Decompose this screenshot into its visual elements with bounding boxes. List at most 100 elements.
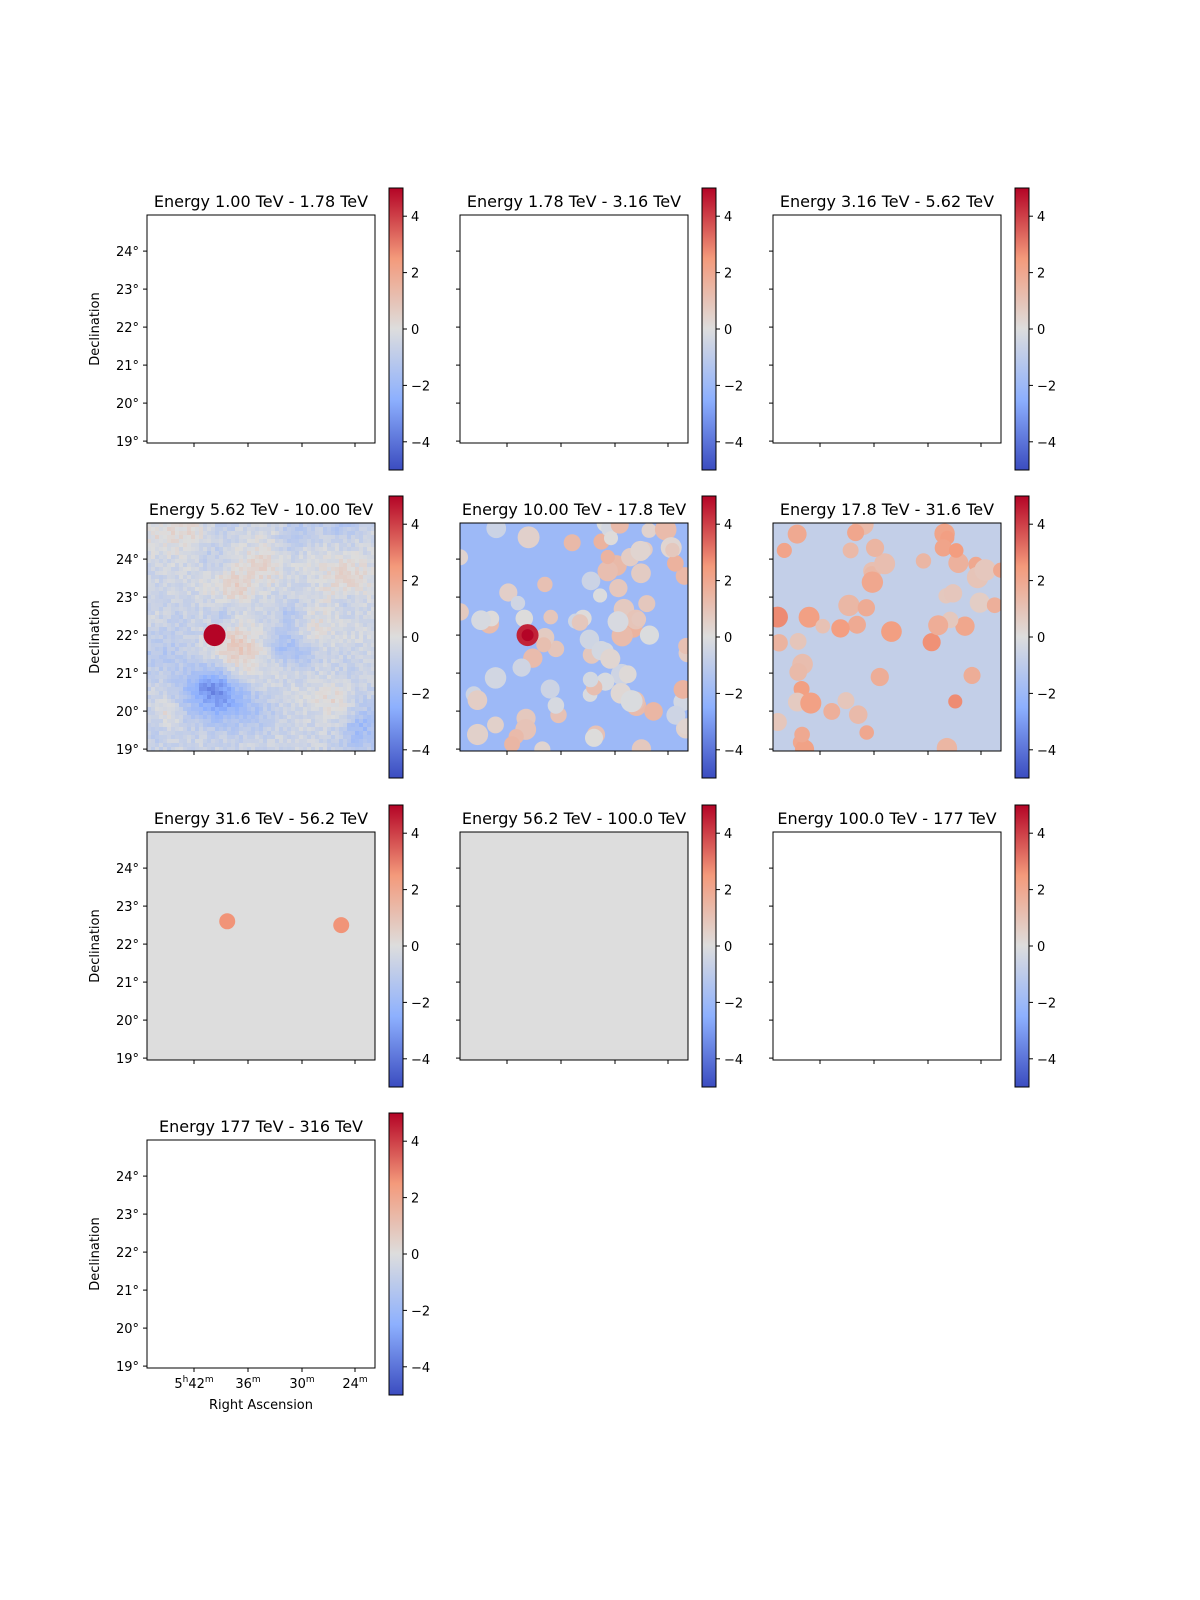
map-pixel bbox=[307, 727, 312, 732]
map-pixel bbox=[299, 719, 304, 724]
map-pixel bbox=[351, 523, 356, 528]
map-pixel bbox=[279, 607, 284, 612]
map-pixel bbox=[243, 703, 248, 708]
map-pixel bbox=[307, 635, 312, 640]
map-pixel bbox=[255, 579, 260, 584]
map-pixel bbox=[283, 623, 288, 628]
map-pixel bbox=[247, 723, 252, 728]
map-pixel bbox=[247, 711, 252, 716]
map-blob bbox=[861, 571, 884, 593]
map-pixel bbox=[331, 703, 336, 708]
map-pixel bbox=[207, 703, 212, 708]
map-pixel bbox=[179, 727, 184, 732]
map-pixel bbox=[371, 583, 375, 588]
map-pixel bbox=[207, 623, 212, 628]
map-pixel bbox=[327, 623, 332, 628]
map-pixel bbox=[271, 635, 276, 640]
map-blob bbox=[515, 609, 534, 628]
map-pixel bbox=[351, 731, 356, 736]
map-blob bbox=[948, 552, 969, 573]
map-pixel bbox=[163, 715, 168, 720]
map-pixel bbox=[299, 667, 304, 672]
map-pixel bbox=[303, 651, 308, 656]
map-pixel bbox=[263, 707, 268, 712]
map-pixel bbox=[287, 543, 292, 548]
map-pixel bbox=[351, 595, 356, 600]
map-pixel bbox=[147, 551, 152, 556]
map-pixel bbox=[255, 523, 260, 528]
map-pixel bbox=[319, 659, 324, 664]
map-pixel bbox=[303, 603, 308, 608]
map-pixel bbox=[167, 635, 172, 640]
map-pixel bbox=[343, 559, 348, 564]
map-pixel bbox=[159, 675, 164, 680]
map-pixel bbox=[175, 531, 180, 536]
map-pixel bbox=[259, 611, 264, 616]
map-pixel bbox=[347, 647, 352, 652]
map-pixel bbox=[243, 735, 248, 740]
map-pixel bbox=[367, 699, 372, 704]
map-pixel bbox=[203, 535, 208, 540]
map-pixel bbox=[199, 679, 204, 684]
map-pixel bbox=[291, 543, 296, 548]
map-pixel bbox=[227, 611, 232, 616]
map-pixel bbox=[195, 587, 200, 592]
map-pixel bbox=[311, 659, 316, 664]
map-blob bbox=[787, 524, 807, 544]
map-pixel bbox=[371, 551, 375, 556]
map-pixel bbox=[315, 591, 320, 596]
map-pixel bbox=[367, 715, 372, 720]
map-pixel bbox=[319, 667, 324, 672]
map-pixel bbox=[167, 671, 172, 676]
map-pixel bbox=[219, 743, 224, 748]
map-pixel bbox=[291, 651, 296, 656]
map-pixel bbox=[367, 575, 372, 580]
map-pixel bbox=[155, 563, 160, 568]
map-pixel bbox=[199, 619, 204, 624]
map-pixel bbox=[207, 655, 212, 660]
map-pixel bbox=[167, 559, 172, 564]
map-pixel bbox=[307, 659, 312, 664]
map-pixel bbox=[271, 523, 276, 528]
map-pixel bbox=[275, 639, 280, 644]
map-pixel bbox=[371, 631, 375, 636]
map-pixel bbox=[359, 531, 364, 536]
map-pixel bbox=[239, 735, 244, 740]
map-pixel bbox=[303, 583, 308, 588]
map-blob bbox=[859, 725, 874, 740]
map-pixel bbox=[163, 547, 168, 552]
map-pixel bbox=[291, 539, 296, 544]
map-pixel bbox=[331, 655, 336, 660]
map-pixel bbox=[267, 735, 272, 740]
map-pixel bbox=[331, 659, 336, 664]
map-pixel bbox=[343, 739, 348, 744]
map-pixel bbox=[247, 571, 252, 576]
map-pixel bbox=[227, 579, 232, 584]
map-pixel bbox=[331, 691, 336, 696]
map-pixel bbox=[311, 611, 316, 616]
map-pixel bbox=[179, 743, 184, 748]
map-pixel bbox=[327, 615, 332, 620]
map-pixel bbox=[275, 627, 280, 632]
panel-title: Energy 177 TeV - 316 TeV bbox=[159, 1117, 363, 1136]
map-pixel bbox=[315, 631, 320, 636]
map-pixel bbox=[227, 667, 232, 672]
map-pixel bbox=[243, 579, 248, 584]
map-pixel bbox=[283, 543, 288, 548]
map-pixel bbox=[231, 551, 236, 556]
map-pixel bbox=[231, 699, 236, 704]
map-pixel bbox=[195, 691, 200, 696]
map-pixel bbox=[231, 743, 236, 748]
map-pixel bbox=[191, 707, 196, 712]
map-pixel bbox=[239, 711, 244, 716]
map-pixel bbox=[311, 667, 316, 672]
map-pixel bbox=[291, 531, 296, 536]
map-pixel bbox=[155, 571, 160, 576]
map-pixel bbox=[251, 639, 256, 644]
map-pixel bbox=[319, 683, 324, 688]
map-pixel bbox=[267, 543, 272, 548]
map-pixel bbox=[355, 743, 360, 748]
map-pixel bbox=[199, 527, 204, 532]
map-pixel bbox=[367, 735, 372, 740]
map-pixel bbox=[227, 527, 232, 532]
